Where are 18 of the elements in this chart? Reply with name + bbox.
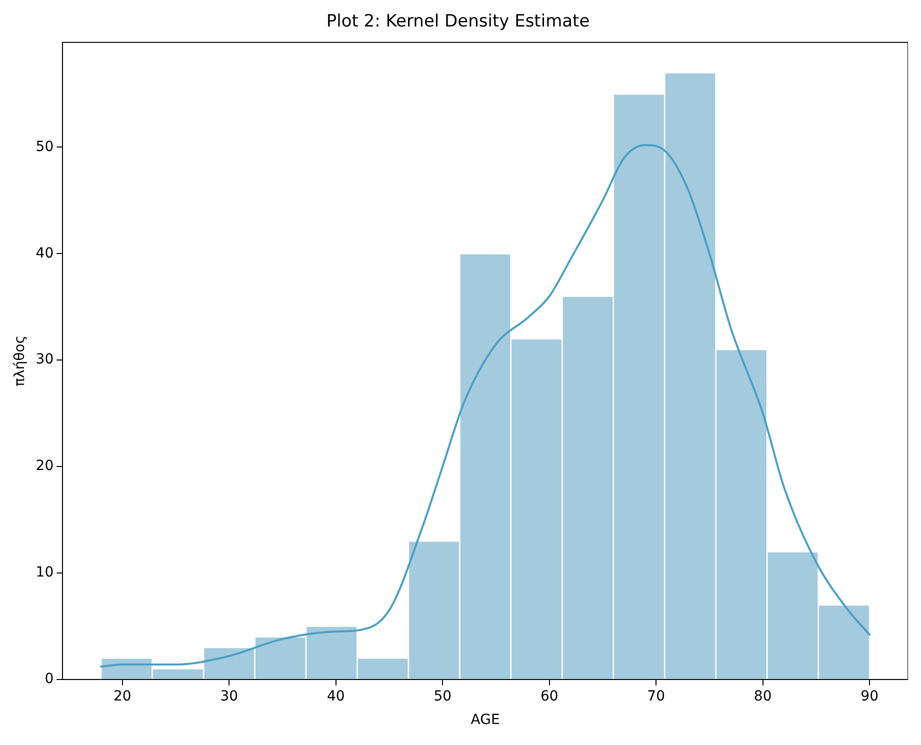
x-tick-label: 20 [113, 688, 132, 704]
y-axis-title: πλήθος [12, 335, 28, 386]
x-tick-label: 60 [540, 688, 558, 704]
chart-title: Plot 2: Kernel Density Estimate [326, 12, 590, 32]
x-tick-label: 70 [647, 688, 666, 704]
y-tick-label: 40 [36, 245, 54, 262]
x-tick-label: 30 [220, 688, 238, 704]
line-series [100, 144, 871, 668]
y-tick-label: 50 [36, 138, 54, 155]
y-tick-label: 10 [36, 564, 54, 581]
x-tick-label: 50 [434, 688, 452, 704]
x-axis-title: AGE [470, 712, 500, 728]
x-tick-label: 90 [860, 688, 878, 704]
y-tick-label: 30 [36, 352, 54, 368]
x-tick-label: 40 [326, 688, 345, 704]
x-tick-label: 80 [754, 688, 772, 704]
y-tick-label: 0 [44, 671, 54, 688]
y-tick-label: 20 [36, 458, 54, 474]
